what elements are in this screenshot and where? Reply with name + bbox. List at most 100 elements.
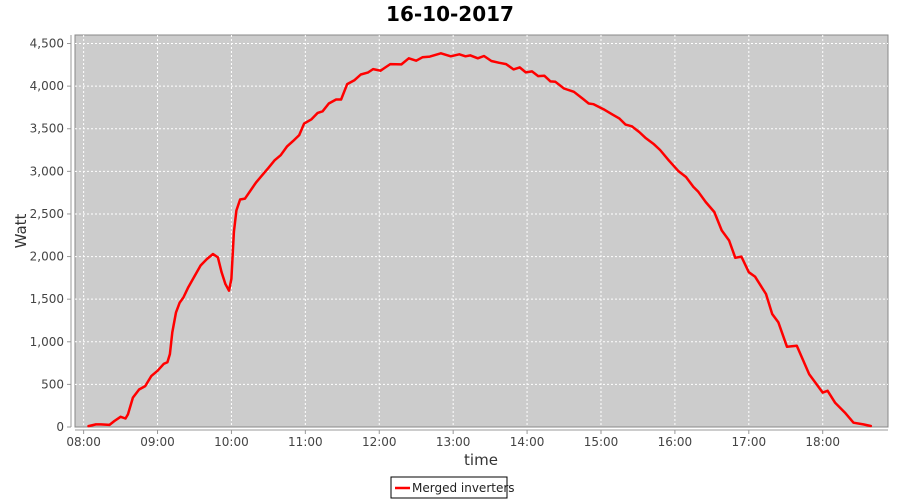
y-tick-label: 500 [41,377,64,391]
data-point [400,63,403,66]
data-point [227,289,230,292]
data-point [193,275,196,278]
data-point [310,118,313,121]
plot-area [74,34,889,428]
x-axis-ticks: 08:00 09:00 10:00 11:00 12:00 13:00 14:00 15:00… [66,430,840,449]
y-tick-label: 2,500 [30,207,64,221]
y-tick-label: 3,500 [30,122,64,136]
data-point [150,374,153,377]
data-point [292,140,295,143]
x-tick-label: 10:00 [214,435,249,449]
data-point [340,98,343,101]
data-point [187,286,190,289]
data-point [862,423,865,426]
data-point [572,90,575,93]
data-point [407,57,410,60]
data-point [490,59,493,62]
data-point [777,321,780,324]
x-tick-label: 16:00 [658,435,693,449]
data-point [353,79,356,82]
data-point [771,313,774,316]
data-point [166,361,169,364]
data-point [747,271,750,274]
data-point [869,424,872,427]
data-point [734,256,737,259]
data-point [199,264,202,267]
data-point [175,311,178,314]
data-point [476,57,479,60]
data-point [261,174,264,177]
data-point [298,134,301,137]
data-point [367,71,370,74]
grid-lines [75,35,888,427]
x-tick-label: 11:00 [288,435,323,449]
data-point [224,282,227,285]
data-point [162,362,165,365]
data-point [389,63,392,66]
data-point [255,181,258,184]
y-tick-label: 4,500 [30,37,64,51]
data-point [602,108,605,111]
data-point [126,413,129,416]
y-tick-label: 0 [56,420,64,434]
data-point [677,170,680,173]
data-point [549,80,552,83]
data-point [449,55,452,58]
legend-box [390,476,508,499]
data-point [482,54,485,57]
data-point [235,209,238,212]
data-point [239,198,242,201]
data-point [720,229,723,232]
data-point [87,425,90,428]
data-point [524,71,527,74]
y-tick-label: 1,000 [30,335,64,349]
x-tick-label: 08:00 [66,435,101,449]
data-point [285,145,288,148]
data-point [624,123,627,126]
data-point [99,423,102,426]
data-point [537,75,540,78]
data-point [581,97,584,100]
data-point [618,117,621,120]
data-point [168,353,171,356]
data-point [359,73,362,76]
data-point [563,87,566,90]
data-point [638,130,641,133]
data-point [843,411,846,414]
data-point [248,190,251,193]
data-point [826,389,829,392]
data-point [220,271,223,274]
data-point [704,201,707,204]
y-tick-label: 3,000 [30,164,64,178]
data-point [713,210,716,213]
data-point [765,292,768,295]
data-point [543,74,546,77]
data-point [113,420,116,423]
data-point [753,275,756,278]
data-point [316,111,319,114]
data-point [785,345,788,348]
data-point [232,230,235,233]
data-point [205,258,208,261]
data-point [156,369,159,372]
data-point [740,255,743,258]
y-tick-label: 4,000 [30,79,64,93]
data-point [124,417,127,420]
data-point [267,166,270,169]
data-point [531,70,534,73]
data-point [458,53,461,56]
x-tick-label: 12:00 [362,435,397,449]
x-tick-label: 15:00 [584,435,619,449]
data-point [821,391,824,394]
data-point [335,98,338,101]
data-point [216,256,219,259]
data-point [505,63,508,66]
data-point [697,190,700,193]
x-tick-label: 14:00 [510,435,545,449]
data-point [518,66,521,69]
legend: Merged inverters [390,476,515,499]
data-point [144,385,147,388]
data-point [384,66,387,69]
data-point [684,175,687,178]
data-point [795,344,798,347]
